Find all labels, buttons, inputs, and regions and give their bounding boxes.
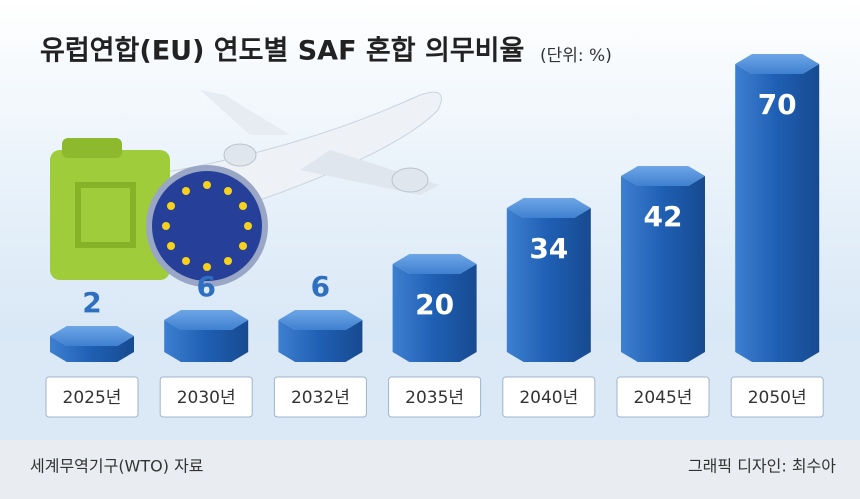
x-tick-label: 2040년 <box>519 388 578 408</box>
bar <box>735 54 820 362</box>
category-box <box>730 376 824 418</box>
bar <box>278 310 363 362</box>
bar-top <box>50 326 134 346</box>
bar <box>164 310 249 362</box>
chart-title: 유럽연합(EU) 연도별 SAF 혼합 의무비율 <box>40 36 524 67</box>
bar-top <box>506 198 591 218</box>
category-box <box>45 376 139 418</box>
category-box <box>616 376 710 418</box>
x-tick-label: 2032년 <box>291 388 350 408</box>
bar-body <box>392 264 477 362</box>
bar-top <box>164 310 249 330</box>
bar-body <box>735 64 820 362</box>
source: 세계무역기구(WTO) 자료 <box>30 457 204 476</box>
category-box <box>502 376 596 418</box>
bar-top <box>392 254 477 274</box>
category-box <box>388 376 482 418</box>
bar-body <box>50 336 134 362</box>
x-tick-label: 2050년 <box>748 388 807 408</box>
x-tick-label: 2025년 <box>63 388 122 408</box>
bar <box>621 166 705 362</box>
value-label: 6 <box>311 270 330 303</box>
bar <box>50 326 134 362</box>
bar-top <box>621 166 705 186</box>
category-box <box>273 376 367 418</box>
bar <box>506 198 591 362</box>
bar-body <box>621 176 705 362</box>
bar-top <box>278 310 363 330</box>
value-label: 20 <box>415 288 454 321</box>
unit-label: (단위: %) <box>540 46 612 66</box>
bar-top <box>735 54 820 74</box>
x-tick-label: 2030년 <box>177 388 236 408</box>
footer <box>0 440 860 499</box>
bar <box>392 254 477 362</box>
value-label: 34 <box>529 232 568 265</box>
value-label: 42 <box>644 200 683 233</box>
bar-body <box>164 320 249 362</box>
x-tick-label: 2045년 <box>634 388 693 408</box>
credit: 그래픽 디자인: 최수아 <box>688 457 836 476</box>
category-box <box>159 376 253 418</box>
bar-body <box>278 320 363 362</box>
bar-body <box>506 208 591 362</box>
x-tick-label: 2035년 <box>405 388 464 408</box>
value-label: 2 <box>82 286 101 319</box>
value-label: 6 <box>196 270 215 303</box>
value-label: 70 <box>758 88 797 121</box>
eu-flag-coin <box>146 165 268 287</box>
fuel-can <box>50 138 170 280</box>
